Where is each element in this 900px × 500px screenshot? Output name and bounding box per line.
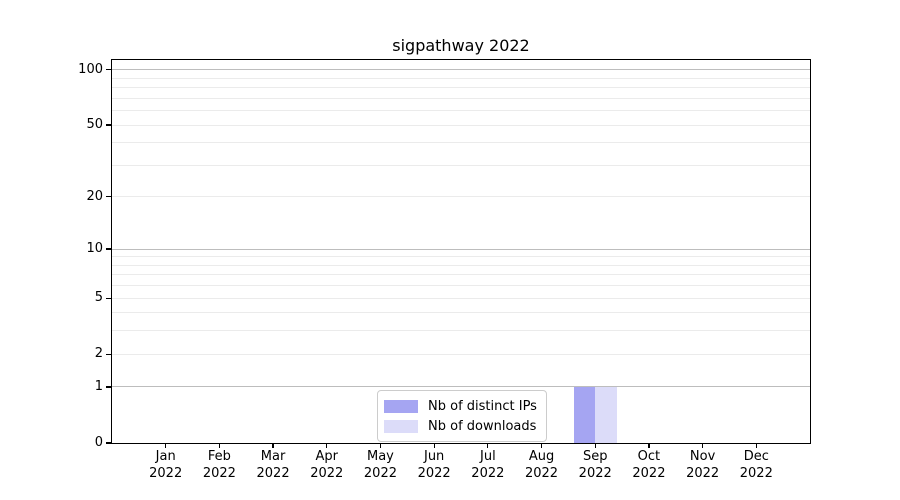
x-tick-month: Apr bbox=[315, 449, 339, 464]
x-tick-year: 2022 bbox=[471, 465, 505, 481]
legend-label-downloads: Nb of downloads bbox=[428, 418, 537, 434]
x-tick-mark bbox=[487, 443, 489, 448]
gridline-minor bbox=[112, 312, 810, 314]
x-tick-label: Feb 2022 bbox=[191, 449, 247, 482]
y-tick-label: 100 bbox=[78, 61, 103, 77]
y-tick-mark bbox=[106, 353, 111, 355]
plot-area bbox=[110, 58, 811, 444]
y-tick-label: 2 bbox=[94, 346, 103, 362]
x-tick-month: May bbox=[367, 449, 394, 464]
x-tick-mark bbox=[433, 443, 435, 448]
y-tick-label: 0 bbox=[94, 435, 103, 450]
x-tick-label: Sep 2022 bbox=[567, 449, 623, 482]
y-tick-mark bbox=[106, 69, 111, 71]
legend-label-distinct-ips: Nb of distinct IPs bbox=[428, 398, 537, 414]
y-tick-label: 20 bbox=[86, 188, 103, 204]
y-tick-label: 50 bbox=[86, 117, 103, 133]
y-tick-mark bbox=[106, 248, 111, 250]
x-tick-label: May 2022 bbox=[352, 449, 408, 482]
gridline-minor bbox=[112, 297, 810, 299]
x-tick-month: Jun bbox=[423, 449, 445, 464]
gridline-minor bbox=[112, 285, 810, 287]
gridline-minor bbox=[112, 274, 810, 276]
x-tick-mark bbox=[165, 443, 167, 448]
legend-swatch-downloads bbox=[384, 419, 418, 433]
x-tick-mark bbox=[218, 443, 220, 448]
x-tick-label: Dec 2022 bbox=[728, 449, 784, 482]
x-tick-year: 2022 bbox=[310, 465, 344, 481]
y-tick-mark bbox=[106, 124, 111, 126]
gridline-minor bbox=[112, 124, 810, 126]
x-tick-year: 2022 bbox=[578, 465, 612, 481]
gridline-minor bbox=[112, 330, 810, 332]
x-tick-label: Jul 2022 bbox=[460, 449, 516, 482]
x-tick-month: Jul bbox=[480, 449, 496, 464]
x-tick-mark bbox=[540, 443, 543, 448]
x-tick-label: Oct 2022 bbox=[621, 449, 677, 482]
gridline-major bbox=[112, 248, 810, 250]
x-tick-year: 2022 bbox=[363, 465, 397, 481]
x-tick-label: Mar 2022 bbox=[245, 449, 301, 482]
gridline-minor bbox=[112, 87, 810, 89]
y-tick-label: 10 bbox=[86, 241, 103, 257]
gridline-minor bbox=[112, 110, 810, 112]
y-tick-mark bbox=[106, 386, 111, 388]
x-tick-month: Aug bbox=[528, 449, 555, 464]
y-tick-label: 5 bbox=[94, 290, 103, 306]
gridline-major bbox=[112, 69, 810, 71]
x-tick-mark bbox=[272, 443, 274, 448]
gridline-minor bbox=[112, 97, 810, 99]
x-tick-year: 2022 bbox=[632, 465, 666, 481]
gridline-minor bbox=[112, 142, 810, 144]
bar-nb-of-downloads bbox=[595, 386, 617, 443]
x-tick-mark bbox=[702, 443, 704, 448]
x-tick-year: 2022 bbox=[686, 465, 720, 481]
legend-swatch-distinct-ips bbox=[384, 399, 418, 413]
x-tick-month: Sep bbox=[582, 449, 608, 464]
gridline-minor bbox=[112, 256, 810, 258]
gridline-major bbox=[112, 386, 810, 388]
gridline-minor bbox=[112, 196, 810, 198]
x-tick-label: Aug 2022 bbox=[514, 449, 570, 482]
x-tick-mark bbox=[326, 443, 328, 448]
x-tick-month: Jan bbox=[155, 449, 176, 464]
x-tick-mark bbox=[648, 443, 650, 448]
bar-nb-of-distinct-ips bbox=[573, 386, 596, 443]
x-tick-mark bbox=[594, 443, 596, 448]
gridline-minor bbox=[112, 264, 810, 266]
x-tick-year: 2022 bbox=[149, 465, 183, 481]
x-tick-year: 2022 bbox=[739, 465, 773, 481]
gridline-minor bbox=[112, 77, 810, 79]
legend-item-downloads: Nb of downloads bbox=[384, 416, 537, 436]
x-tick-month: Mar bbox=[260, 449, 286, 464]
x-tick-label: Jun 2022 bbox=[406, 449, 462, 482]
y-tick-mark bbox=[106, 196, 111, 198]
x-tick-month: Nov bbox=[689, 449, 716, 464]
x-tick-year: 2022 bbox=[524, 465, 559, 481]
y-tick-mark bbox=[106, 442, 111, 444]
x-tick-mark bbox=[755, 443, 757, 448]
x-tick-year: 2022 bbox=[256, 465, 290, 481]
gridline-minor bbox=[112, 353, 810, 355]
x-tick-label: Jan 2022 bbox=[138, 449, 194, 482]
gridline-minor bbox=[112, 164, 810, 166]
chart-title: sigpathway 2022 bbox=[392, 36, 530, 55]
y-tick-label: 1 bbox=[94, 378, 103, 394]
x-tick-year: 2022 bbox=[417, 465, 451, 481]
x-tick-label: Nov 2022 bbox=[675, 449, 731, 482]
x-tick-label: Apr 2022 bbox=[299, 449, 355, 482]
legend-item-distinct-ips: Nb of distinct IPs bbox=[384, 396, 537, 416]
x-tick-mark bbox=[379, 443, 382, 448]
y-tick-mark bbox=[106, 297, 111, 299]
legend: Nb of distinct IPs Nb of downloads bbox=[377, 390, 547, 442]
x-tick-year: 2022 bbox=[202, 465, 236, 481]
x-tick-month: Oct bbox=[637, 449, 661, 464]
x-tick-month: Dec bbox=[743, 449, 769, 464]
x-tick-month: Feb bbox=[207, 449, 231, 464]
